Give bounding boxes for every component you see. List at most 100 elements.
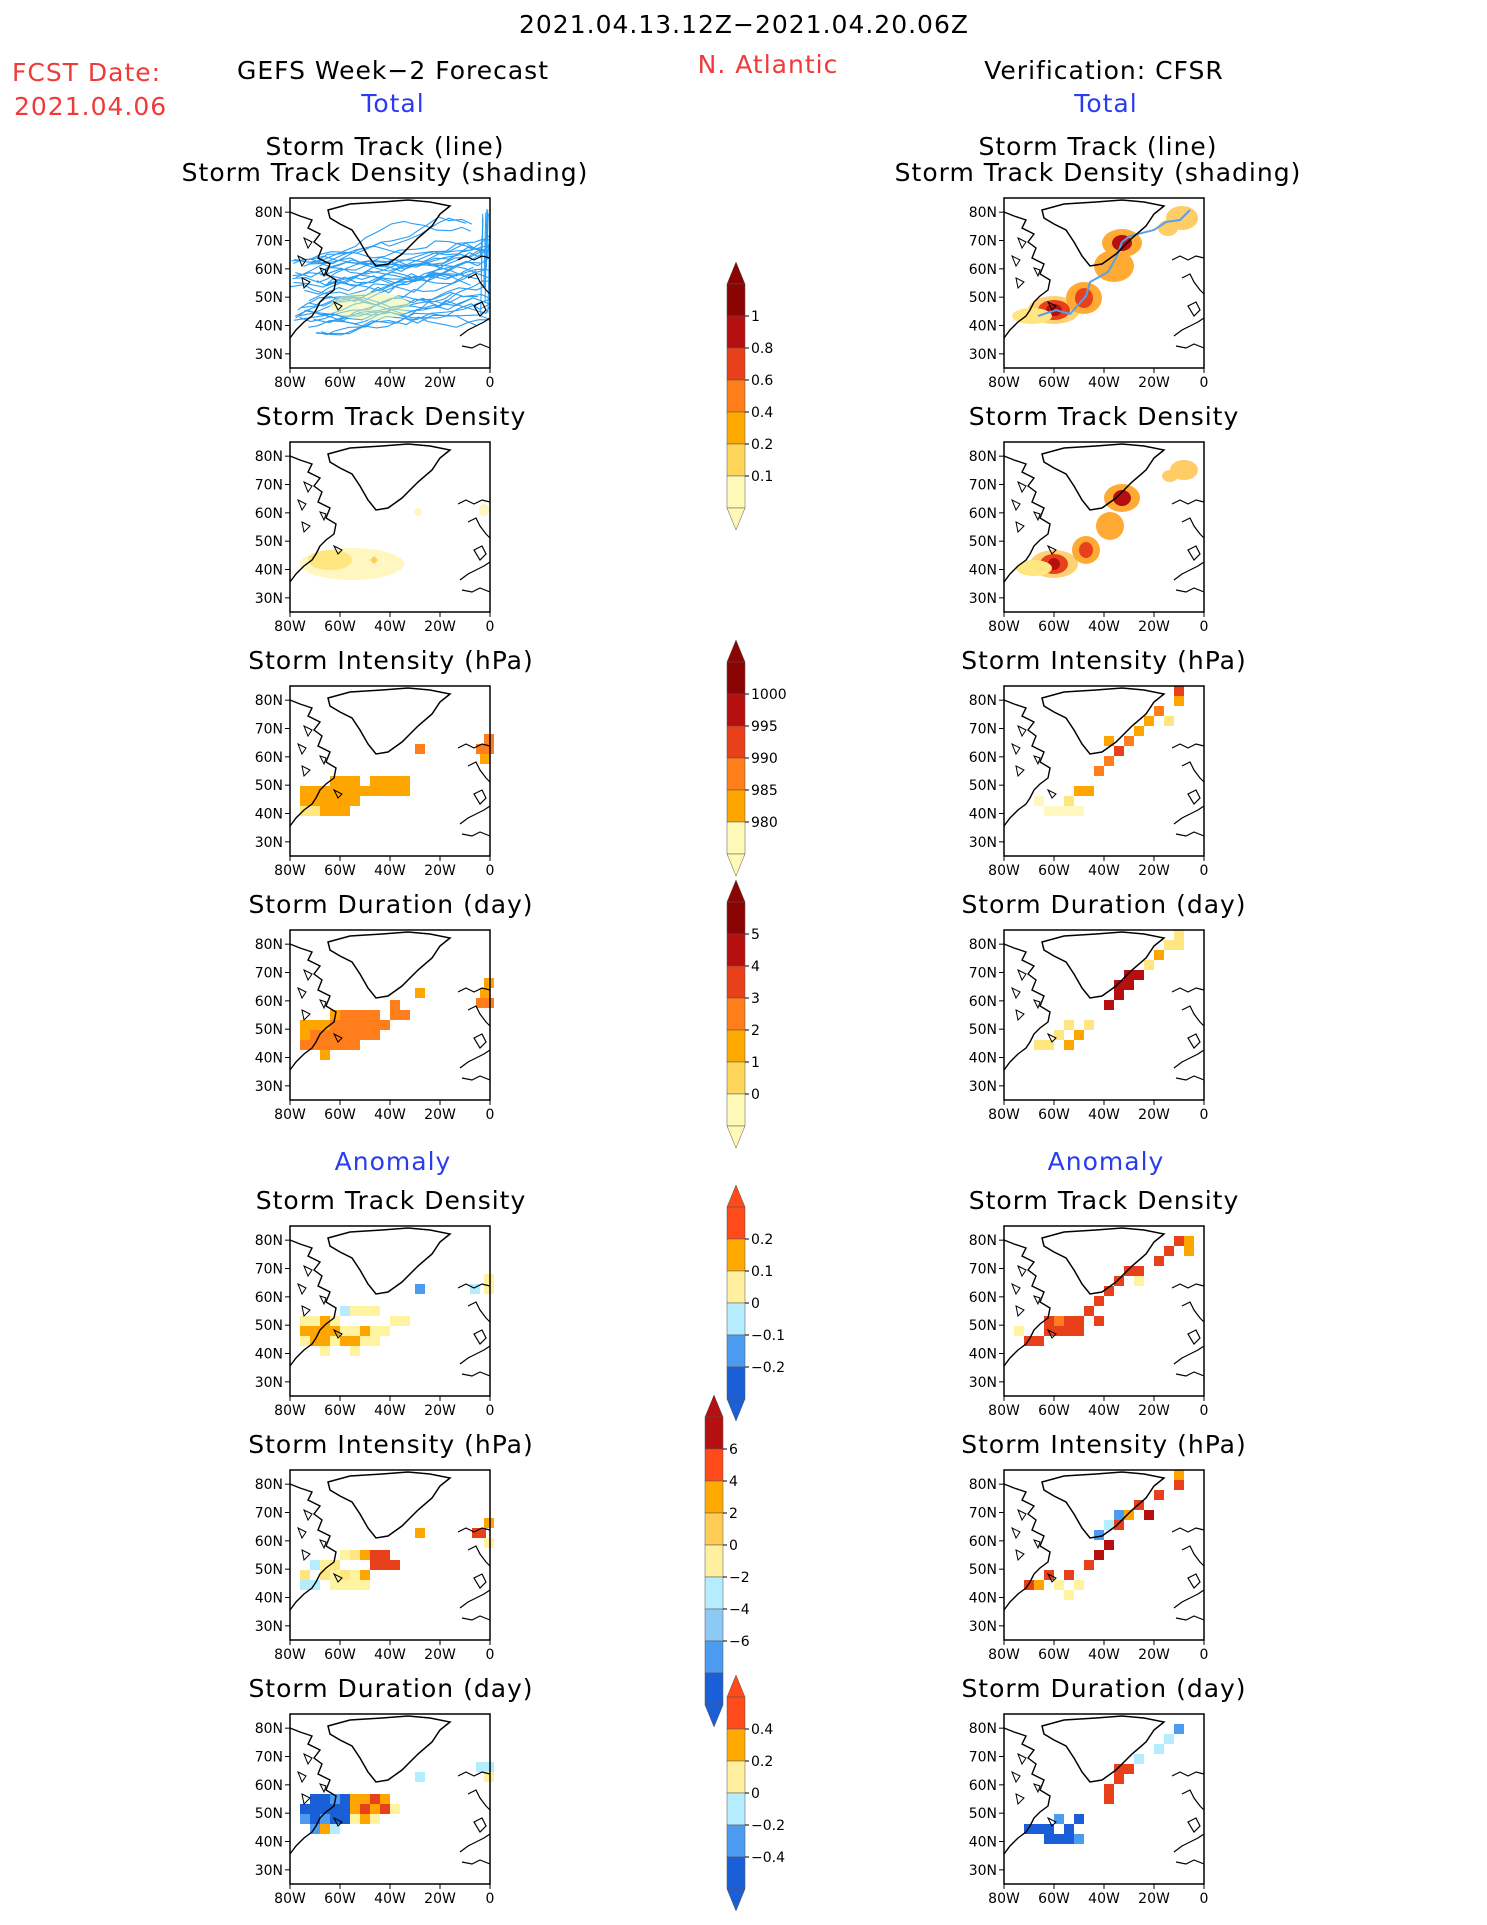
greenland-coastline: [1041, 1715, 1166, 1783]
lat-label: 70N: [969, 478, 997, 494]
lon-label: 0: [486, 619, 495, 635]
lon-label: 0: [486, 375, 495, 391]
lat-label: 30N: [969, 1375, 997, 1391]
europe-coastline: [457, 499, 491, 593]
canadian-islands-coastline: [297, 236, 343, 311]
lat-label: 30N: [255, 347, 283, 363]
lat-label: 70N: [255, 478, 283, 494]
lon-label: 20W: [424, 1403, 456, 1419]
lat-label: 60N: [255, 1290, 283, 1306]
canadian-islands-coastline: [297, 724, 343, 799]
greenland-coastline: [327, 443, 452, 511]
lat-label: 50N: [255, 290, 283, 306]
lat-label: 50N: [255, 1022, 283, 1038]
lon-label: 20W: [424, 619, 456, 635]
map-cfsr-intensity: 80N 70N 60N 50N 40N 30N 80W 60W 40W 20W 0: [969, 685, 1208, 879]
lon-label: 20W: [424, 1107, 456, 1123]
lon-label: 40W: [1088, 863, 1120, 879]
lat-label: 70N: [255, 234, 283, 250]
north-america-coastline: [1003, 211, 1051, 339]
lat-label: 40N: [255, 319, 283, 335]
lon-label: 20W: [424, 375, 456, 391]
lon-label: 60W: [324, 1647, 356, 1663]
north-america-coastline: [289, 455, 337, 583]
lon-label: 60W: [1038, 1403, 1070, 1419]
lon-label: 40W: [374, 1403, 406, 1419]
lat-label: 60N: [969, 1290, 997, 1306]
lon-label: 40W: [1088, 1107, 1120, 1123]
colorbar-density-total: 1 0.8 0.6 0.4 0.2 0.1: [726, 261, 773, 531]
colorbar-label: −2: [729, 1570, 750, 1586]
lat-label: 50N: [255, 534, 283, 550]
lon-label: 40W: [374, 1647, 406, 1663]
section-anomaly-right: Anomaly: [1047, 1147, 1165, 1176]
title-track-shading-left: Storm Track Density (shading): [181, 158, 589, 187]
lat-label: 40N: [969, 807, 997, 823]
lat-label: 50N: [969, 1562, 997, 1578]
gefs-title: GEFS Week−2 Forecast: [236, 56, 550, 85]
north-america-coastline: [289, 211, 337, 339]
lat-label: 40N: [969, 1051, 997, 1067]
colorbar-label: 0.1: [751, 1264, 773, 1280]
lon-label: 40W: [374, 619, 406, 635]
lat-label: 40N: [255, 563, 283, 579]
lon-label: 20W: [424, 863, 456, 879]
greenland-coastline: [327, 931, 452, 999]
colorbar-label: 5: [751, 927, 760, 943]
title-density-anom-right: Storm Track Density: [968, 1186, 1240, 1215]
lat-label: 70N: [255, 1262, 283, 1278]
lon-label: 60W: [1038, 863, 1070, 879]
north-america-coastline: [289, 1727, 337, 1855]
title-track-shading-right: Storm Track Density (shading): [894, 158, 1302, 187]
title-density-right: Storm Track Density: [968, 402, 1240, 431]
map-gefs-track: 80N 70N 60N 50N 40N 30N 80W 60W 40W 20W 0: [255, 197, 494, 391]
title-density-anom-left: Storm Track Density: [255, 1186, 527, 1215]
colorbar-label: −0.2: [751, 1818, 785, 1834]
lon-label: 20W: [1138, 863, 1170, 879]
lat-label: 80N: [255, 205, 283, 221]
colorbar-label: −0.1: [751, 1328, 785, 1344]
lat-label: 60N: [255, 750, 283, 766]
lat-label: 30N: [969, 591, 997, 607]
europe-coastline: [1171, 1527, 1205, 1621]
lon-label: 20W: [1138, 619, 1170, 635]
map-gefs-duration-anom: 80N 70N 60N 50N 40N 30N 80W 60W 40W 20W 0: [255, 1713, 494, 1907]
colorbar-label: 0: [729, 1538, 738, 1554]
lat-label: 50N: [969, 778, 997, 794]
lat-label: 30N: [969, 1863, 997, 1879]
europe-coastline: [457, 255, 491, 349]
lon-label: 40W: [374, 1107, 406, 1123]
lat-label: 60N: [255, 1778, 283, 1794]
map-gefs-intensity-anom: 80N 70N 60N 50N 40N 30N 80W 60W 40W 20W 0: [255, 1469, 494, 1663]
lat-label: 70N: [255, 966, 283, 982]
lat-label: 80N: [969, 937, 997, 953]
lon-label: 80W: [274, 375, 306, 391]
lat-label: 80N: [969, 1233, 997, 1249]
lon-label: 0: [486, 1403, 495, 1419]
canadian-islands-coastline: [297, 1508, 343, 1583]
colorbar-label: −6: [729, 1634, 750, 1650]
north-america-coastline: [1003, 1239, 1051, 1367]
greenland-coastline: [1041, 443, 1166, 511]
colorbar-label: 980: [751, 815, 778, 831]
lat-label: 50N: [969, 1318, 997, 1334]
colorbar-label: 0: [751, 1786, 760, 1802]
north-america-coastline: [1003, 1727, 1051, 1855]
lon-label: 20W: [424, 1647, 456, 1663]
fcst-date-value: 2021.04.06: [14, 92, 168, 121]
lat-label: 80N: [255, 1477, 283, 1493]
lat-label: 80N: [969, 1477, 997, 1493]
lon-label: 80W: [274, 1647, 306, 1663]
lon-label: 20W: [1138, 1891, 1170, 1907]
lat-label: 50N: [255, 1806, 283, 1822]
canadian-islands-coastline: [297, 968, 343, 1043]
lat-label: 60N: [969, 994, 997, 1010]
lat-label: 30N: [969, 1619, 997, 1635]
colorbar-label: 4: [729, 1474, 738, 1490]
date-range-title: 2021.04.13.12Z−2021.04.20.06Z: [519, 10, 969, 39]
lat-label: 30N: [969, 347, 997, 363]
lon-label: 60W: [1038, 375, 1070, 391]
map-gefs-density: 80N 70N 60N 50N 40N 30N 80W 60W 40W 20W 0: [255, 441, 494, 635]
map-frame: [289, 1225, 491, 1397]
lon-label: 40W: [1088, 375, 1120, 391]
